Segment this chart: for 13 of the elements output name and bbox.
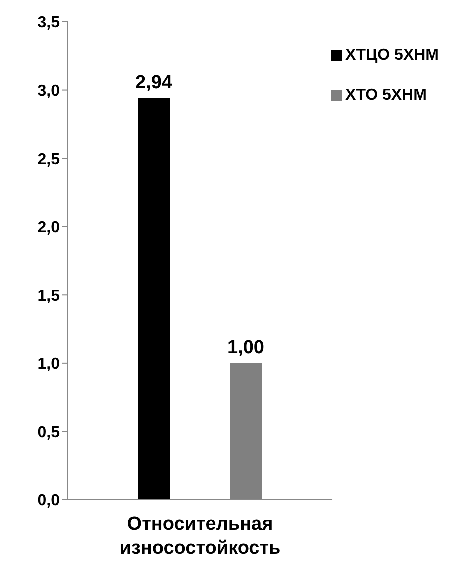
data-label: 2,94 — [136, 72, 173, 94]
legend-label: ХТО 5ХНМ — [346, 87, 427, 104]
y-tick-label: 2,5 — [38, 151, 60, 168]
legend-label: ХТЦО 5ХНМ — [346, 47, 439, 64]
x-tick-label: Относительная износостойкость — [120, 514, 281, 559]
data-label: 1,00 — [228, 337, 264, 358]
y-tick-label: 0,5 — [38, 424, 60, 442]
y-tick-label: 0,0 — [38, 492, 60, 510]
y-tick-label: 1,5 — [38, 288, 60, 305]
y-tick-label: 2,0 — [38, 220, 60, 237]
y-tick-label: 3,5 — [38, 14, 60, 32]
y-tick-label: 3,0 — [38, 82, 60, 100]
y-tick-label: 1,0 — [38, 356, 60, 374]
